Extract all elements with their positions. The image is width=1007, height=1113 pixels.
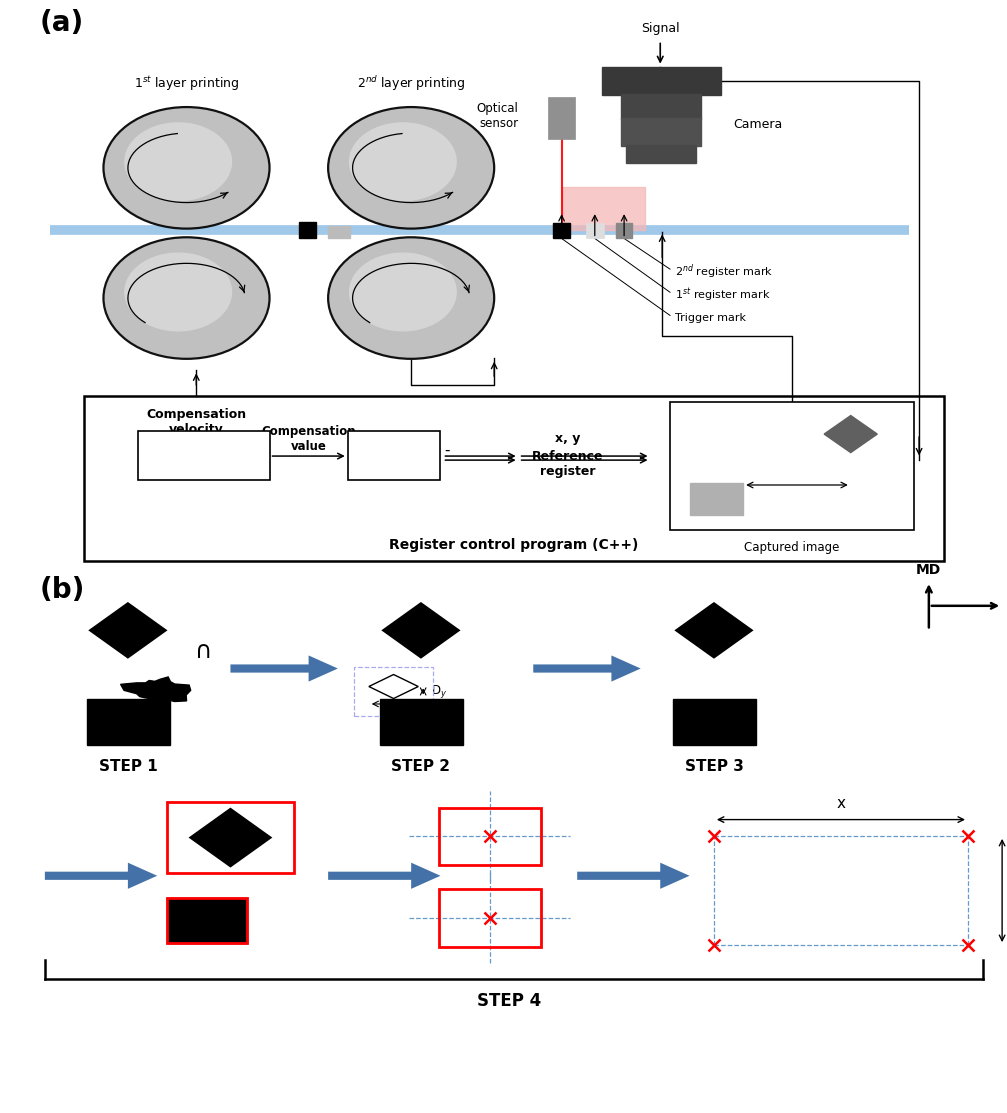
Text: x, y: x, y bbox=[555, 432, 580, 445]
Bar bbox=[621, 118, 701, 146]
Polygon shape bbox=[231, 656, 338, 681]
Bar bbox=[626, 145, 697, 164]
Text: Compensation
value: Compensation value bbox=[261, 425, 355, 453]
Text: 1$^{st}$ layer printing: 1$^{st}$ layer printing bbox=[134, 75, 240, 93]
Bar bbox=[354, 668, 433, 716]
Bar bbox=[621, 95, 701, 119]
Text: STEP 2: STEP 2 bbox=[392, 759, 450, 775]
Bar bbox=[438, 808, 541, 865]
Bar bbox=[670, 402, 914, 530]
Text: ∩: ∩ bbox=[195, 639, 212, 662]
Text: Trigger mark: Trigger mark bbox=[675, 314, 746, 323]
Bar bbox=[167, 898, 247, 943]
Text: Signal: Signal bbox=[640, 22, 680, 36]
Bar bbox=[438, 889, 541, 947]
Text: Captured image: Captured image bbox=[744, 541, 840, 554]
Bar bbox=[167, 802, 294, 873]
Text: -: - bbox=[444, 443, 450, 457]
Bar bbox=[380, 699, 463, 745]
Bar bbox=[616, 224, 632, 238]
Polygon shape bbox=[382, 602, 460, 659]
Text: 2$^{nd}$ layer printing: 2$^{nd}$ layer printing bbox=[356, 75, 465, 93]
Text: 2$^{nd}$ register mark: 2$^{nd}$ register mark bbox=[675, 263, 773, 282]
Text: x: x bbox=[794, 493, 801, 506]
Bar bbox=[601, 67, 721, 96]
Polygon shape bbox=[121, 677, 190, 703]
Ellipse shape bbox=[124, 122, 233, 201]
Polygon shape bbox=[577, 863, 690, 889]
Bar bbox=[673, 699, 756, 745]
Text: MD: MD bbox=[916, 563, 942, 578]
Bar bbox=[138, 431, 270, 481]
Text: (a): (a) bbox=[40, 9, 85, 37]
Bar bbox=[84, 396, 944, 561]
Text: PID: PID bbox=[381, 449, 408, 463]
Text: y: y bbox=[865, 446, 873, 459]
Ellipse shape bbox=[328, 237, 494, 358]
Polygon shape bbox=[328, 863, 440, 889]
Bar bbox=[562, 187, 644, 230]
Polygon shape bbox=[534, 656, 640, 681]
Ellipse shape bbox=[328, 107, 494, 228]
Text: Motor
driver: Motor driver bbox=[185, 442, 222, 470]
Bar bbox=[690, 483, 743, 515]
Text: STEP 3: STEP 3 bbox=[685, 759, 743, 775]
Polygon shape bbox=[824, 415, 877, 453]
Text: STEP 1: STEP 1 bbox=[99, 759, 157, 775]
Polygon shape bbox=[89, 602, 167, 659]
Ellipse shape bbox=[348, 122, 457, 201]
Bar bbox=[167, 898, 247, 943]
Polygon shape bbox=[45, 863, 157, 889]
Bar bbox=[328, 226, 349, 238]
Ellipse shape bbox=[104, 107, 270, 228]
Text: Reference
register: Reference register bbox=[532, 450, 603, 479]
Ellipse shape bbox=[124, 253, 233, 332]
Bar bbox=[586, 224, 603, 238]
Bar bbox=[548, 97, 575, 139]
Polygon shape bbox=[188, 808, 272, 868]
Bar bbox=[87, 699, 170, 745]
Bar bbox=[299, 223, 316, 238]
Text: Camera: Camera bbox=[733, 118, 782, 131]
Text: 1$^{st}$ register mark: 1$^{st}$ register mark bbox=[675, 286, 770, 304]
Text: x: x bbox=[837, 797, 846, 811]
Bar bbox=[347, 431, 440, 481]
Bar bbox=[553, 224, 570, 238]
Text: Register control program (C++): Register control program (C++) bbox=[389, 539, 638, 552]
Ellipse shape bbox=[104, 237, 270, 358]
Text: Compensation
velocity: Compensation velocity bbox=[146, 408, 247, 436]
Text: D$_y$: D$_y$ bbox=[431, 683, 447, 700]
Ellipse shape bbox=[348, 253, 457, 332]
Text: D$_x$: D$_x$ bbox=[386, 710, 402, 726]
Text: Optical
sensor: Optical sensor bbox=[476, 101, 519, 130]
Text: (b): (b) bbox=[40, 575, 86, 604]
Polygon shape bbox=[675, 602, 753, 659]
Text: STEP 4: STEP 4 bbox=[476, 992, 541, 1011]
